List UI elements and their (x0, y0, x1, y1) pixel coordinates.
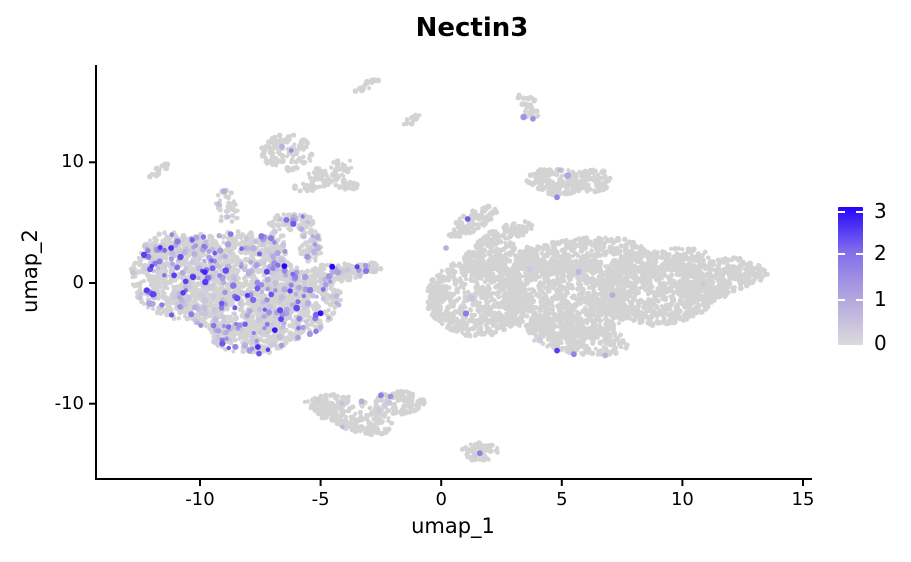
x-axis-title: umap_1 (411, 514, 495, 538)
x-tick-label: 5 (556, 489, 568, 510)
x-tick-label: -5 (311, 489, 330, 510)
y-axis-title: umap_2 (18, 229, 42, 313)
x-tick-label: -10 (185, 489, 215, 510)
x-tick-label: 0 (435, 489, 447, 510)
y-tick-label: -10 (54, 392, 84, 414)
plot-title: Nectin3 (415, 13, 529, 43)
y-tick-label: 0 (72, 272, 84, 293)
scatter-points-layer (128, 77, 770, 463)
y-tick-label: 10 (61, 151, 84, 173)
axes-layer (89, 65, 812, 486)
x-tick-label: 10 (670, 489, 694, 510)
x-tick-label: 15 (791, 489, 815, 510)
